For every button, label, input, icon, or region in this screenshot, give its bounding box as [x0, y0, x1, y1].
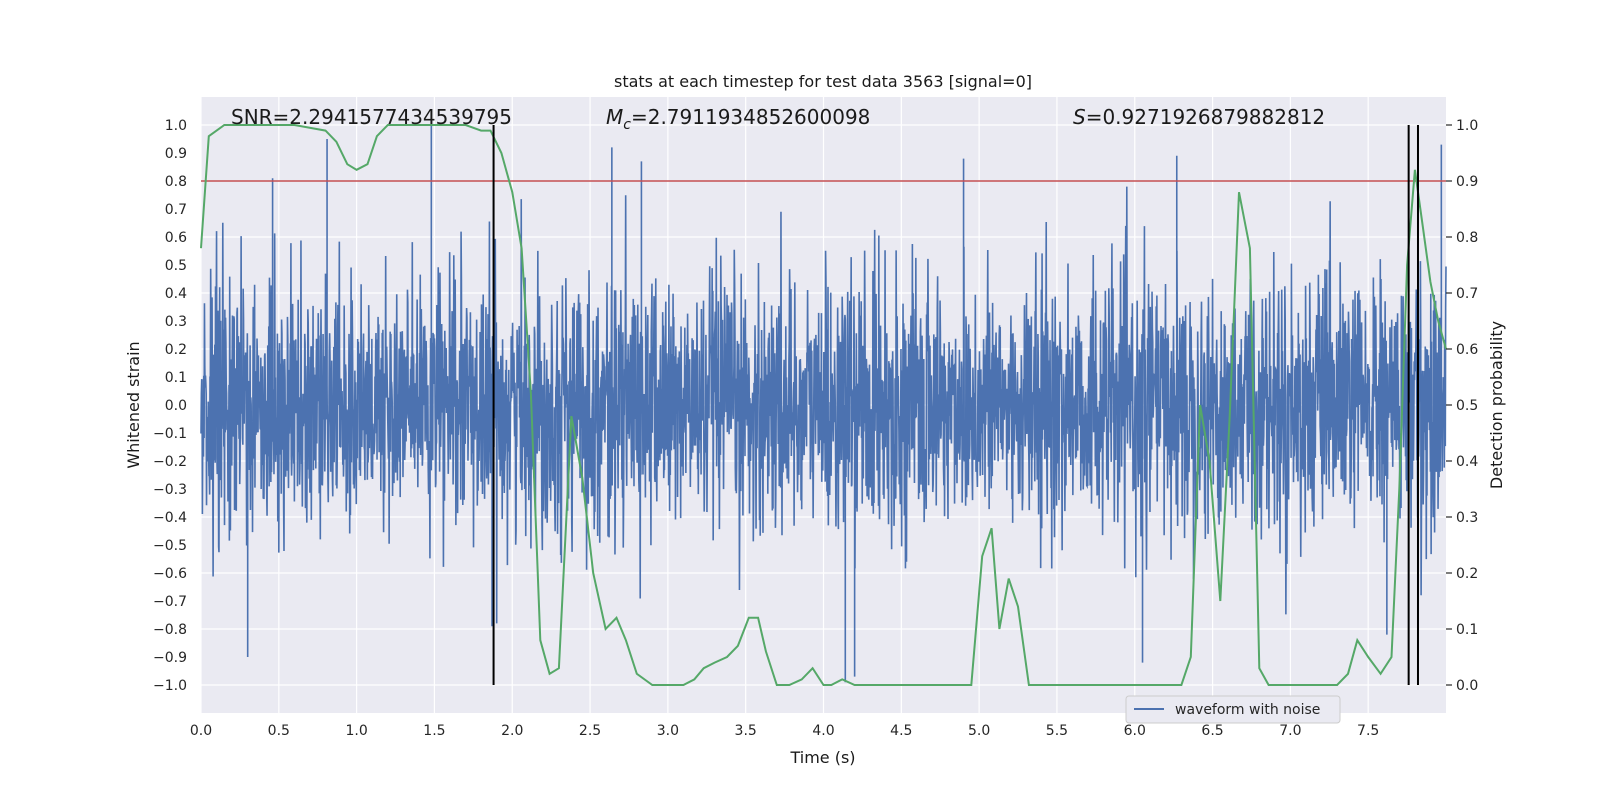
- y-axis-ticks: 1.0 0.9 0.8 0.7 0.6 0.5 0.4 0.3 0.2 0.1 0.0 −0.1 −0.…: [153, 118, 187, 694]
- legend-box: [1125, 695, 1341, 724]
- y-tick-label: 0.6: [165, 230, 187, 246]
- y-right-tick-label: 0.9: [1456, 174, 1478, 190]
- y-tick-label: −0.2: [153, 454, 187, 470]
- y-right-axis-label: Detection probability: [1487, 321, 1506, 489]
- chart-title: stats at each timestep for test data 356…: [614, 72, 1032, 91]
- y-right-tick-label: 0.0: [1456, 678, 1478, 694]
- x-tick-label: 4.0: [812, 723, 834, 739]
- probability-series: [200, 124, 1447, 686]
- s-value: =0.9271926879882812: [1086, 105, 1325, 129]
- legend: waveform with noise: [1125, 695, 1341, 724]
- y-right-tick-label: 0.7: [1456, 286, 1478, 302]
- y-tick-label: −0.5: [153, 538, 187, 554]
- y-right-tick-label: 0.2: [1456, 566, 1478, 582]
- y-tick-label: 0.1: [165, 370, 187, 386]
- y-tick-label: −0.4: [153, 510, 187, 526]
- y-tick-label: −0.7: [153, 594, 187, 610]
- x-tick-label: 1.5: [423, 723, 445, 739]
- y-tick-label: 0.7: [165, 202, 187, 218]
- legend-label: waveform with noise: [1175, 702, 1320, 718]
- y-tick-label: 0.8: [165, 174, 187, 190]
- y-tick-label: 0.5: [165, 258, 187, 274]
- mc-subscript: c: [623, 117, 631, 133]
- x-tick-label: 7.5: [1357, 723, 1379, 739]
- x-tick-label: 0.5: [268, 723, 290, 739]
- y-right-tick-label: 0.6: [1456, 342, 1478, 358]
- x-tick-label: 3.5: [735, 723, 757, 739]
- y-tick-label: 0.9: [165, 146, 187, 162]
- x-tick-label: 2.5: [579, 723, 601, 739]
- x-tick-label: 6.5: [1201, 723, 1223, 739]
- y-tick-label: −0.8: [153, 622, 187, 638]
- x-tick-label: 7.0: [1279, 723, 1301, 739]
- y-tick-label: −1.0: [153, 678, 187, 694]
- waveform-series: [200, 125, 1447, 683]
- y-right-tick-label: 0.4: [1456, 454, 1478, 470]
- y-right-axis-ticks: 1.0 0.9 0.8 0.7 0.6 0.5 0.4 0.3 0.2 0.1 0.0: [1446, 118, 1478, 694]
- y-right-tick-label: 0.3: [1456, 510, 1478, 526]
- y-tick-label: 0.2: [165, 342, 187, 358]
- y-tick-label: 0.3: [165, 314, 187, 330]
- y-axis-label: Whitened strain: [124, 341, 143, 468]
- y-right-tick-label: 1.0: [1456, 118, 1478, 134]
- mc-annotation: Mc=2.7911934852600098: [606, 105, 870, 133]
- y-right-tick-label: 0.5: [1456, 398, 1478, 414]
- x-tick-label: 5.5: [1046, 723, 1068, 739]
- y-tick-label: −0.9: [153, 650, 187, 666]
- x-tick-label: 4.5: [890, 723, 912, 739]
- mc-symbol: M: [606, 105, 623, 129]
- x-tick-label: 0.0: [190, 723, 212, 739]
- x-tick-label: 6.0: [1124, 723, 1146, 739]
- waveform-path: [200, 125, 1447, 683]
- x-tick-label: 2.0: [501, 723, 523, 739]
- y-right-tick-label: 0.8: [1456, 230, 1478, 246]
- event-markers: [492, 125, 1419, 685]
- y-tick-label: −0.1: [153, 426, 187, 442]
- x-axis-label: Time (s): [789, 748, 855, 767]
- y-right-tick-label: 0.1: [1456, 622, 1478, 638]
- y-tick-label: 0.0: [165, 398, 187, 414]
- x-tick-label: 3.0: [657, 723, 679, 739]
- mc-value: =2.7911934852600098: [631, 105, 870, 129]
- x-tick-label: 1.0: [345, 723, 367, 739]
- y-tick-label: −0.3: [153, 482, 187, 498]
- s-symbol: S: [1073, 105, 1086, 129]
- y-tick-label: 1.0: [165, 118, 187, 134]
- snr-annotation: SNR=2.2941577434539795: [231, 105, 512, 129]
- y-tick-label: 0.4: [165, 286, 187, 302]
- s-annotation: S=0.9271926879882812: [1073, 105, 1325, 129]
- x-tick-label: 5.0: [968, 723, 990, 739]
- x-axis-ticks: 0.0 0.5 1.0 1.5 2.0 2.5 3.0 3.5 4.0 4.5 5.0 5.5 6.0 6…: [190, 723, 1379, 739]
- y-tick-label: −0.6: [153, 566, 187, 582]
